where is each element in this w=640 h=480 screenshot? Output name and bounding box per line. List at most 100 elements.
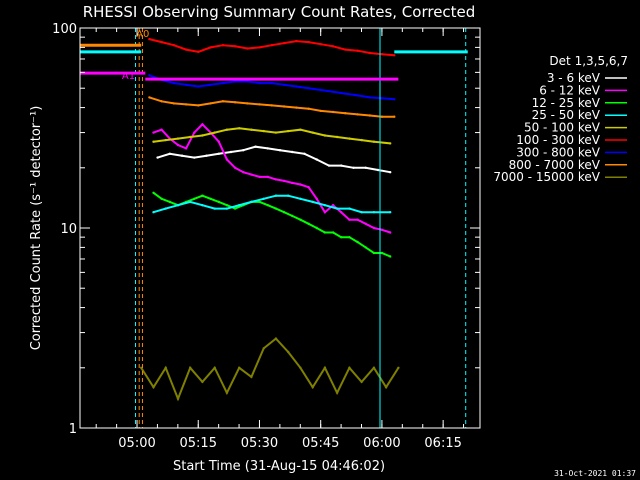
series-point-3-5 (213, 207, 216, 210)
series-point-8-14 (311, 386, 314, 389)
series-point-0-6 (229, 150, 233, 154)
series-point-0-3 (193, 156, 196, 159)
series-point-4-8 (250, 128, 253, 131)
legend-label-3: 25 - 50 keV (532, 108, 601, 122)
series-point-3-8 (250, 200, 253, 204)
series-point-6-17 (356, 94, 359, 97)
series-point-1-19 (307, 186, 310, 189)
annotation-0: A1 (122, 71, 135, 82)
series-point-7-19 (380, 115, 384, 118)
series-point-5-1 (160, 40, 163, 44)
series-point-0-8 (254, 145, 257, 148)
series-point-1-18 (299, 183, 302, 186)
series-point-5-10 (270, 44, 273, 47)
y-tick-label-1: 10 (60, 222, 77, 237)
series-point-4-1 (164, 138, 167, 142)
legend-label-6: 300 - 800 keV (516, 145, 600, 159)
y-tick-label-2: 100 (52, 22, 77, 37)
series-point-8-4 (189, 366, 192, 369)
series-point-2-10 (233, 207, 237, 210)
series-point-6-13 (307, 87, 310, 90)
series-point-8-21 (397, 366, 400, 369)
series-point-2-22 (331, 231, 335, 234)
series-point-7-20 (393, 115, 396, 118)
series-point-0-9 (266, 147, 269, 150)
series-point-2-27 (372, 251, 376, 255)
series-point-7-9 (258, 103, 261, 106)
series-point-2-5 (193, 197, 196, 200)
series-point-1-3 (176, 143, 180, 147)
legend-label-0: 3 - 6 keV (547, 71, 601, 85)
series-point-1-27 (372, 226, 376, 230)
series-point-2-29 (389, 255, 392, 258)
series-point-6-11 (282, 83, 286, 87)
series-point-0-19 (389, 171, 392, 174)
series-point-1-5 (193, 131, 196, 134)
series-point-5-9 (258, 46, 261, 49)
series-point-2-13 (258, 200, 261, 204)
series-line-5 (149, 38, 395, 57)
series-point-3-15 (335, 207, 339, 210)
series-point-8-3 (176, 397, 180, 400)
series-point-5-2 (172, 44, 176, 47)
series-point-1-21 (323, 211, 327, 214)
series-point-6-16 (344, 92, 347, 95)
series-point-4-4 (201, 134, 204, 137)
series-point-2-7 (209, 197, 212, 200)
series-point-8-13 (299, 366, 302, 369)
y-axis-label-group: Corrected Count Rate (s⁻¹ detector⁻¹) (29, 106, 44, 351)
series-point-3-11 (287, 194, 290, 197)
series-point-7-10 (270, 104, 273, 107)
series-point-6-12 (295, 85, 298, 88)
series-point-1-14 (266, 175, 269, 179)
series-point-1-28 (380, 228, 384, 231)
series-line-8 (140, 337, 400, 402)
series-point-8-20 (384, 386, 388, 389)
series-point-7-12 (295, 106, 298, 109)
series-point-7-7 (233, 101, 237, 104)
series-point-3-4 (201, 204, 204, 207)
series-point-6-8 (246, 80, 249, 83)
series-point-8-12 (287, 350, 290, 354)
series-layer (140, 37, 400, 402)
series-point-4-16 (348, 137, 351, 140)
series-point-8-5 (201, 380, 204, 384)
x-tick-label-3: 05:45 (302, 436, 339, 451)
series-point-2-17 (291, 214, 294, 218)
x-tick-label-0: 05:00 (118, 436, 155, 451)
series-point-8-0 (140, 366, 143, 369)
series-point-2-6 (201, 194, 204, 197)
series-point-0-0 (156, 156, 159, 159)
series-point-1-4 (184, 147, 188, 150)
series-point-0-2 (180, 154, 184, 157)
series-point-2-16 (282, 211, 286, 214)
series-point-0-13 (315, 158, 318, 161)
series-point-5-4 (197, 50, 200, 53)
series-point-5-16 (344, 48, 347, 51)
series-point-1-24 (348, 218, 351, 221)
series-point-6-18 (368, 96, 371, 99)
series-point-3-16 (348, 207, 351, 210)
legend-label-1: 6 - 12 keV (539, 83, 601, 97)
series-point-4-10 (274, 131, 278, 134)
series-point-7-18 (368, 114, 371, 117)
series-point-3-17 (360, 211, 363, 214)
series-point-6-20 (393, 98, 396, 101)
x-tick-label-4: 06:00 (363, 436, 400, 451)
series-point-4-5 (213, 131, 216, 134)
series-point-2-25 (356, 240, 359, 244)
x-tick-label-2: 05:30 (241, 436, 278, 451)
series-point-2-26 (364, 246, 367, 249)
series-point-1-12 (250, 173, 253, 176)
series-point-1-10 (233, 166, 237, 169)
series-point-8-16 (335, 391, 339, 394)
series-point-5-7 (233, 45, 237, 48)
series-line-4 (153, 127, 391, 145)
series-point-6-15 (331, 90, 335, 94)
legend-label-5: 100 - 300 keV (516, 133, 600, 147)
series-point-2-2 (168, 200, 171, 204)
series-point-2-23 (340, 236, 343, 239)
x-axis-label: Start Time (31-Aug-15 04:46:02) (173, 459, 385, 474)
series-point-6-0 (148, 74, 151, 77)
